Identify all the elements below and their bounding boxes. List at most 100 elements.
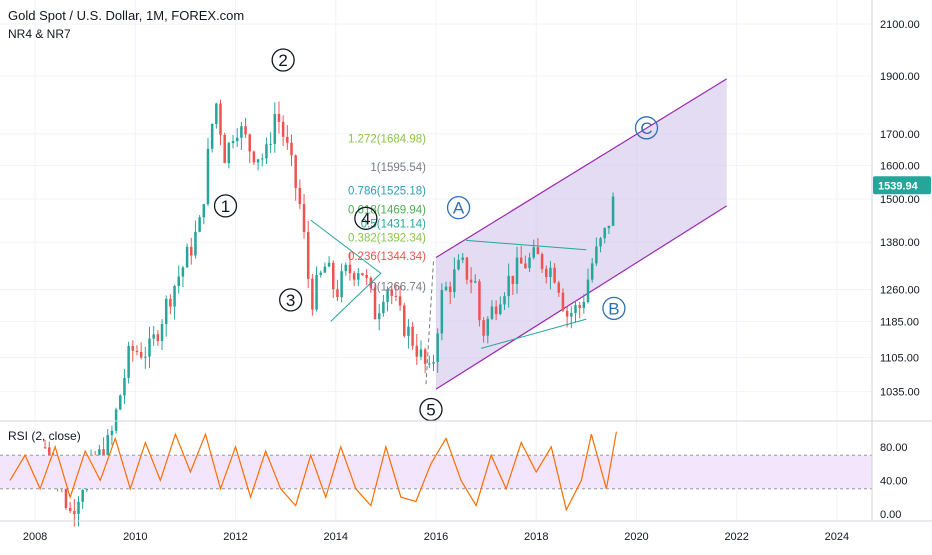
candle-body	[444, 286, 448, 291]
candle-body	[436, 333, 439, 362]
candle-body	[503, 296, 506, 305]
channel-lower-line	[435, 205, 727, 390]
candle-body	[64, 485, 68, 509]
wave-label-circle	[213, 194, 238, 218]
candle-body	[298, 187, 302, 205]
candle-body	[494, 306, 498, 315]
fib-level-label: 0(1266.74)	[370, 282, 426, 294]
fib-level-label: 1.272(1684.98)	[348, 134, 426, 146]
candle-body	[119, 395, 122, 410]
candle-body	[357, 273, 360, 280]
price-tick-label: 1700.00	[880, 129, 920, 141]
candle-body	[306, 232, 310, 279]
candle-body	[352, 273, 356, 280]
candle-body	[365, 275, 368, 278]
candle-body	[206, 148, 210, 205]
candle-body	[144, 356, 147, 358]
candle-body	[586, 279, 590, 303]
candle-body	[244, 126, 247, 135]
candle-body	[499, 304, 502, 315]
fib-level-label: 1(1595.54)	[370, 162, 426, 174]
candle-body	[474, 281, 477, 283]
time-tick-label: 2012	[223, 531, 247, 543]
candle-body	[465, 257, 469, 280]
candle-body	[565, 310, 569, 317]
candle-body	[169, 298, 172, 307]
price-tick-label: 1105.00	[880, 353, 919, 365]
time-tick-label: 2014	[324, 531, 348, 543]
candle-body	[240, 126, 243, 138]
indicator-label: NR4 & NR7	[8, 27, 71, 41]
rsi-band	[0, 455, 872, 489]
candle-body	[361, 273, 364, 276]
candle-body	[273, 113, 277, 144]
candle-body	[540, 254, 544, 269]
candle-body	[148, 338, 151, 357]
price-tick-label: 2100.00	[880, 19, 920, 31]
candle-body	[106, 435, 109, 462]
candle-body	[478, 281, 481, 321]
candle-body	[248, 134, 251, 152]
candle-body	[160, 324, 164, 342]
candle-body	[603, 228, 606, 239]
rsi-tick-label: 40.00	[880, 475, 908, 487]
candle-body	[348, 264, 352, 274]
candle-body	[202, 204, 206, 218]
price-tick-label: 1900.00	[880, 71, 920, 83]
rsi-pane: RSI (2, close)	[0, 429, 872, 512]
candle-body	[156, 334, 160, 342]
candle-body	[574, 305, 577, 313]
candle-body	[570, 312, 573, 317]
price-tick-label: 1035.00	[880, 387, 920, 399]
candle-body	[261, 158, 264, 160]
candle-body	[131, 345, 135, 351]
candle-body	[177, 276, 180, 286]
candle-body	[432, 361, 435, 364]
candle-body	[507, 275, 510, 297]
candle-body	[486, 318, 490, 336]
candle-body	[319, 272, 322, 275]
axes: 2100.001900.001700.001600.001500.001380.…	[0, 0, 932, 543]
time-tick-label: 2010	[123, 531, 147, 543]
candle-body	[340, 271, 343, 298]
candle-body	[210, 123, 214, 149]
time-tick-label: 2008	[23, 531, 47, 543]
candle-body	[139, 351, 143, 358]
rsi-line	[9, 431, 618, 512]
candle-body	[77, 501, 80, 514]
candle-body	[286, 136, 289, 143]
candle-body	[185, 246, 189, 268]
wave-label-text: 4	[361, 209, 370, 228]
corrective-label-text: B	[608, 299, 619, 318]
candle-body	[382, 301, 385, 314]
candle-body	[611, 196, 615, 226]
candle-body	[315, 274, 318, 310]
candle-body	[411, 326, 414, 346]
candle-body	[252, 151, 256, 163]
candle-body	[294, 155, 297, 188]
candle-body	[582, 302, 586, 309]
candle-body	[110, 430, 114, 436]
candle-body	[407, 326, 410, 336]
candle-body	[265, 144, 268, 159]
time-tick-label: 2016	[424, 531, 448, 543]
candle-body	[114, 409, 118, 431]
wave-label-text: 3	[286, 291, 295, 310]
corrective-label-circle	[446, 195, 471, 220]
candle-body	[457, 259, 460, 270]
fib-level-label: 0.618(1469.94)	[348, 204, 426, 216]
wave-label-circle	[279, 288, 303, 312]
fib-level-label: 0.5(1431.14)	[361, 218, 426, 230]
candle-body	[519, 257, 523, 264]
candle-body	[290, 142, 293, 156]
candle-body	[394, 295, 398, 297]
candle-body	[123, 377, 126, 396]
channel-upper-line	[435, 78, 727, 259]
last-price-badge	[873, 176, 931, 195]
rsi-tick-label: 80.00	[880, 442, 908, 454]
candle-body	[461, 257, 464, 260]
candle-body	[332, 262, 335, 290]
wave-label-circle	[354, 206, 378, 230]
candle-body	[557, 282, 561, 293]
